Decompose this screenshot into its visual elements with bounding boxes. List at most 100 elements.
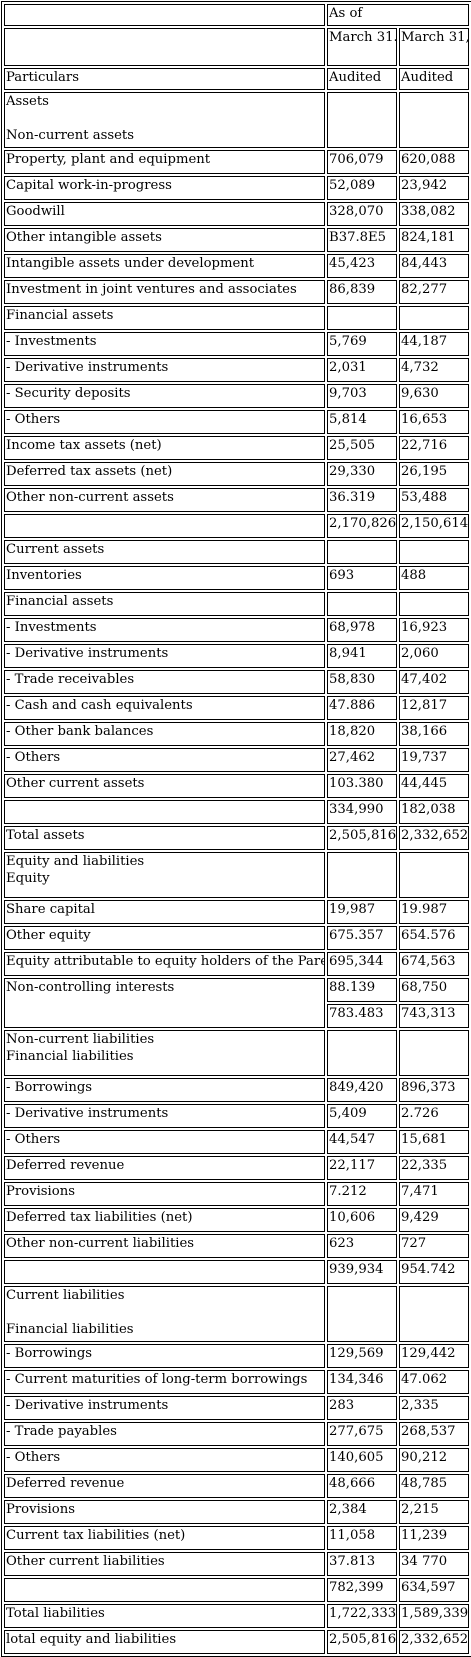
value-2018: 675.357: [327, 926, 397, 950]
financial-liabilities-heading: Financial liabilities: [6, 1048, 323, 1065]
row-label: - Borrowings: [4, 1344, 325, 1368]
financial-liabilities-heading: Financial liabilities: [6, 1321, 323, 1338]
row-label: Total liabilities: [4, 1604, 325, 1628]
non-current-assets-heading: Non-current assets: [6, 127, 323, 144]
as-of-header: As of: [327, 4, 469, 26]
empty-cell: [327, 852, 397, 898]
table-row: Financial assets: [4, 592, 469, 616]
row-label: - Investments: [4, 332, 325, 356]
value-2018: 5,409: [327, 1104, 397, 1128]
value-2018: 2,505,816: [327, 1630, 397, 1654]
value-2018: 52,089: [327, 176, 397, 200]
value-2017: 268,537: [399, 1422, 469, 1446]
value-2017: 824,181: [399, 228, 469, 252]
value-2017: 634,597: [399, 1578, 469, 1602]
row-label: Income tax assets (net): [4, 436, 325, 460]
row-label: - Derivative instruments: [4, 644, 325, 668]
row-label: - Borrowings: [4, 1078, 325, 1102]
table-row: - Borrowings 129,569 129,442: [4, 1344, 469, 1368]
row-label: Inventories: [4, 566, 325, 590]
value-2017: 182,038: [399, 800, 469, 824]
value-2018: 2,170,826: [327, 514, 397, 538]
value-2018: 58,830: [327, 670, 397, 694]
value-2017: 727: [399, 1234, 469, 1258]
value-2017: 19,737: [399, 748, 469, 772]
value-2017: 9,630: [399, 384, 469, 408]
value-2017: 7,471: [399, 1182, 469, 1206]
header-blank-cell: [4, 4, 325, 26]
value-2018: 277,675: [327, 1422, 397, 1446]
assets-heading: Assets: [6, 93, 323, 110]
value-2017: 44,187: [399, 332, 469, 356]
value-2017: 19.987: [399, 900, 469, 924]
value-2018: 103.380: [327, 774, 397, 798]
row-label: Other intangible assets: [4, 228, 325, 252]
row-label: Current tax liabilities (net): [4, 1526, 325, 1550]
value-2017: 12,817: [399, 696, 469, 720]
equity-and-liabilities-heading: Equity and liabilities: [6, 853, 323, 870]
row-label: Other non-current liabilities: [4, 1234, 325, 1258]
value-2018: 849,420: [327, 1078, 397, 1102]
table-row: - Derivative instruments 8,941 2,060: [4, 644, 469, 668]
table-row: - Others 140,605 90,212: [4, 1448, 469, 1472]
header-blank-cell: [4, 28, 325, 66]
table-row: Other intangible assets B37.8E5 824,181: [4, 228, 469, 252]
value-2017: 44,445: [399, 774, 469, 798]
value-2017: 34 770: [399, 1552, 469, 1576]
value-2018: 27,462: [327, 748, 397, 772]
empty-cell: [327, 1286, 397, 1342]
value-2017: 129,442: [399, 1344, 469, 1368]
value-2018: 8,941: [327, 644, 397, 668]
table-row: Other non-current assets 36.319 53,488: [4, 488, 469, 512]
row-label: - Others: [4, 410, 325, 434]
assets-section-cell: Assets Non-current assets: [4, 92, 325, 148]
header-row-as-of: As of: [4, 4, 469, 26]
table-row: - Derivative instruments 5,409 2.726: [4, 1104, 469, 1128]
value-2018: 18,820: [327, 722, 397, 746]
table-row: 782,399 634,597: [4, 1578, 469, 1602]
value-2017: 2,215: [399, 1500, 469, 1524]
value-2017: 2,335: [399, 1396, 469, 1420]
value-2018: 129,569: [327, 1344, 397, 1368]
audited-2018-header: Audited: [327, 68, 397, 90]
value-2017: 4,732: [399, 358, 469, 382]
current-liabilities-heading: Current liabilities: [6, 1287, 323, 1304]
row-label: Share capital: [4, 900, 325, 924]
value-2018: 334,990: [327, 800, 397, 824]
table-row: - Others 27,462 19,737: [4, 748, 469, 772]
value-2018: 283: [327, 1396, 397, 1420]
period-2018-header: March 31. 2018: [327, 28, 397, 66]
table-row: Inventories 693 488: [4, 566, 469, 590]
table-row: 2,170,826 2,150,614: [4, 514, 469, 538]
value-2018: 36.319: [327, 488, 397, 512]
row-label: Equity attributable to equity holders of…: [4, 952, 325, 976]
row-label: - Derivative instruments: [4, 1104, 325, 1128]
row-label: Investment in joint ventures and associa…: [4, 280, 325, 304]
row-label: - Derivative instruments: [4, 1396, 325, 1420]
value-2017: 68,750: [399, 978, 469, 1002]
table-row: Capital work-in-progress 52,089 23,942: [4, 176, 469, 200]
value-2017: 23,942: [399, 176, 469, 200]
table-row: Deferred tax assets (net) 29,330 26,195: [4, 462, 469, 486]
empty-cell: [399, 1286, 469, 1342]
value-2018: 68,978: [327, 618, 397, 642]
value-2018: 48,666: [327, 1474, 397, 1498]
row-label: Property, plant and equipment: [4, 150, 325, 174]
value-2018: 45,423: [327, 254, 397, 278]
value-2017: 954.742: [399, 1260, 469, 1284]
row-label: Non-controlling interests: [4, 978, 325, 1028]
empty-cell: [399, 92, 469, 148]
row-label: - Security deposits: [4, 384, 325, 408]
row-label: Provisions: [4, 1500, 325, 1524]
value-2017: 620,088: [399, 150, 469, 174]
row-label: [4, 1260, 325, 1284]
row-label: - Current maturities of long-term borrow…: [4, 1370, 325, 1394]
value-2017: 2,150,614: [399, 514, 469, 538]
value-2018: 47.886: [327, 696, 397, 720]
value-2017: 654.576: [399, 926, 469, 950]
total-equity-2017: 743,313: [399, 1004, 469, 1028]
row-label: - Cash and cash equivalents: [4, 696, 325, 720]
value-2018: 5,769: [327, 332, 397, 356]
value-2017: 26,195: [399, 462, 469, 486]
value-2017: [399, 592, 469, 616]
